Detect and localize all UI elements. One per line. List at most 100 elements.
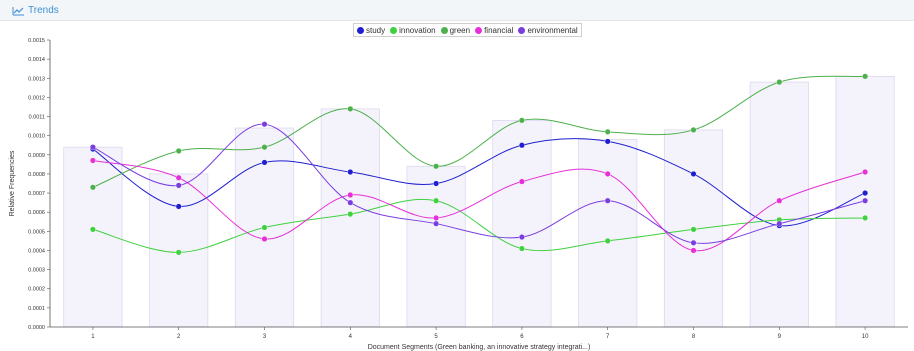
trends-chart: 0.0000 0.0001 0.0002 0.0003 0.0004 0.0005 0.00…: [9, 38, 908, 351]
legend-label: financial: [484, 25, 514, 35]
x-tick-label: 7: [606, 334, 610, 340]
data-point-environmental: [690, 239, 697, 246]
x-tick-label: 10: [862, 334, 869, 340]
y-tick-label: 0.0014: [28, 57, 45, 63]
y-tick-label: 0.0007: [28, 191, 45, 197]
x-tick-label: 8: [692, 334, 696, 340]
chart-legend: study innovation green financial environment…: [353, 23, 582, 37]
data-point-innovation: [433, 197, 440, 204]
data-point-green: [261, 144, 268, 151]
x-tick-label: 1: [91, 334, 95, 340]
data-point-innovation: [690, 226, 697, 233]
y-tick-label: 0.0012: [28, 95, 45, 101]
data-point-financial: [261, 235, 268, 242]
background-bar: [63, 146, 123, 328]
y-tick-label: 0.0010: [28, 134, 45, 140]
y-tick-label: 0.0000: [28, 325, 45, 331]
data-point-green: [347, 105, 354, 112]
background-bar: [749, 81, 809, 328]
trends-tab[interactable]: Trends: [12, 5, 59, 16]
legend-item-innovation[interactable]: innovation: [390, 25, 436, 35]
legend-item-environmental[interactable]: environmental: [518, 25, 578, 35]
data-point-financial: [604, 170, 611, 177]
data-point-green: [433, 163, 440, 170]
data-point-green: [862, 73, 869, 80]
data-point-financial: [347, 191, 354, 198]
series-line-environmental: [92, 123, 866, 244]
data-point-innovation: [89, 226, 96, 233]
data-point-environmental: [776, 220, 783, 227]
series-green: [89, 73, 869, 191]
background-bar: [320, 108, 380, 328]
background-bar: [492, 119, 552, 328]
trend-chart-icon: [12, 6, 24, 15]
trends-tab-label: Trends: [28, 5, 59, 16]
data-point-financial: [175, 174, 182, 181]
legend-label: environmental: [527, 25, 578, 35]
data-point-environmental: [518, 234, 525, 241]
data-point-financial: [89, 157, 96, 164]
y-tick-label: 0.0001: [28, 306, 45, 312]
x-tick-label: 4: [349, 334, 353, 340]
chart-toolbar: Trends: [0, 0, 914, 21]
data-point-financial: [776, 197, 783, 204]
y-tick-label: 0.0013: [28, 76, 45, 82]
data-point-environmental: [862, 197, 869, 204]
x-tick-label: 2: [177, 334, 181, 340]
x-tick-label: 9: [778, 334, 782, 340]
y-tick-label: 0.0003: [28, 268, 45, 274]
data-point-innovation: [604, 237, 611, 244]
series-innovation: [89, 197, 869, 256]
legend-marker: [518, 26, 526, 34]
x-tick-label: 6: [520, 334, 524, 340]
data-point-innovation: [175, 249, 182, 256]
data-point-financial: [433, 214, 440, 221]
legend-item-study[interactable]: study: [357, 26, 385, 35]
series-environmental: [89, 121, 869, 246]
legend-item-green[interactable]: green: [440, 25, 471, 35]
y-axis-label: Relative Frequencies: [9, 150, 16, 216]
data-point-innovation: [862, 214, 869, 221]
legend-marker: [440, 26, 448, 34]
legend-label: innovation: [399, 25, 436, 35]
series-line-study: [92, 138, 866, 227]
data-point-green: [776, 79, 783, 86]
data-point-environmental: [175, 182, 182, 189]
data-point-study: [604, 138, 611, 145]
data-point-study: [518, 142, 525, 149]
y-tick-label: 0.0008: [28, 172, 45, 178]
data-point-environmental: [347, 199, 354, 206]
data-point-green: [604, 128, 611, 135]
series-line-innovation: [92, 198, 866, 253]
series-study: [89, 138, 869, 229]
data-point-green: [89, 184, 96, 191]
data-point-environmental: [433, 220, 440, 227]
legend-marker: [390, 26, 398, 34]
data-point-green: [690, 126, 697, 133]
x-axis-label: Document Segments (Green banking, an inn…: [368, 344, 591, 351]
x-tick-label: 5: [434, 334, 438, 340]
background-bar: [578, 139, 638, 328]
series-line-green: [92, 75, 866, 188]
y-tick-label: 0.0015: [28, 38, 45, 44]
data-point-study: [690, 170, 697, 177]
data-point-green: [518, 117, 525, 124]
data-point-study: [175, 203, 182, 210]
y-tick-label: 0.0006: [28, 210, 45, 216]
data-point-environmental: [89, 144, 96, 151]
data-point-study: [433, 180, 440, 187]
legend-label: green: [449, 25, 471, 35]
y-tick-label: 0.0009: [28, 153, 45, 159]
data-point-green: [175, 147, 182, 154]
data-point-financial: [518, 178, 525, 185]
background-bar: [406, 165, 466, 328]
legend-item-financial[interactable]: financial: [475, 26, 513, 35]
x-tick-label: 3: [263, 334, 267, 340]
legend-marker: [475, 26, 483, 34]
data-point-environmental: [604, 197, 611, 204]
y-tick-label: 0.0005: [28, 229, 45, 235]
series-line-financial: [92, 160, 866, 252]
legend-label: study: [366, 25, 386, 35]
data-point-study: [347, 169, 354, 176]
y-tick-label: 0.0004: [28, 248, 45, 254]
